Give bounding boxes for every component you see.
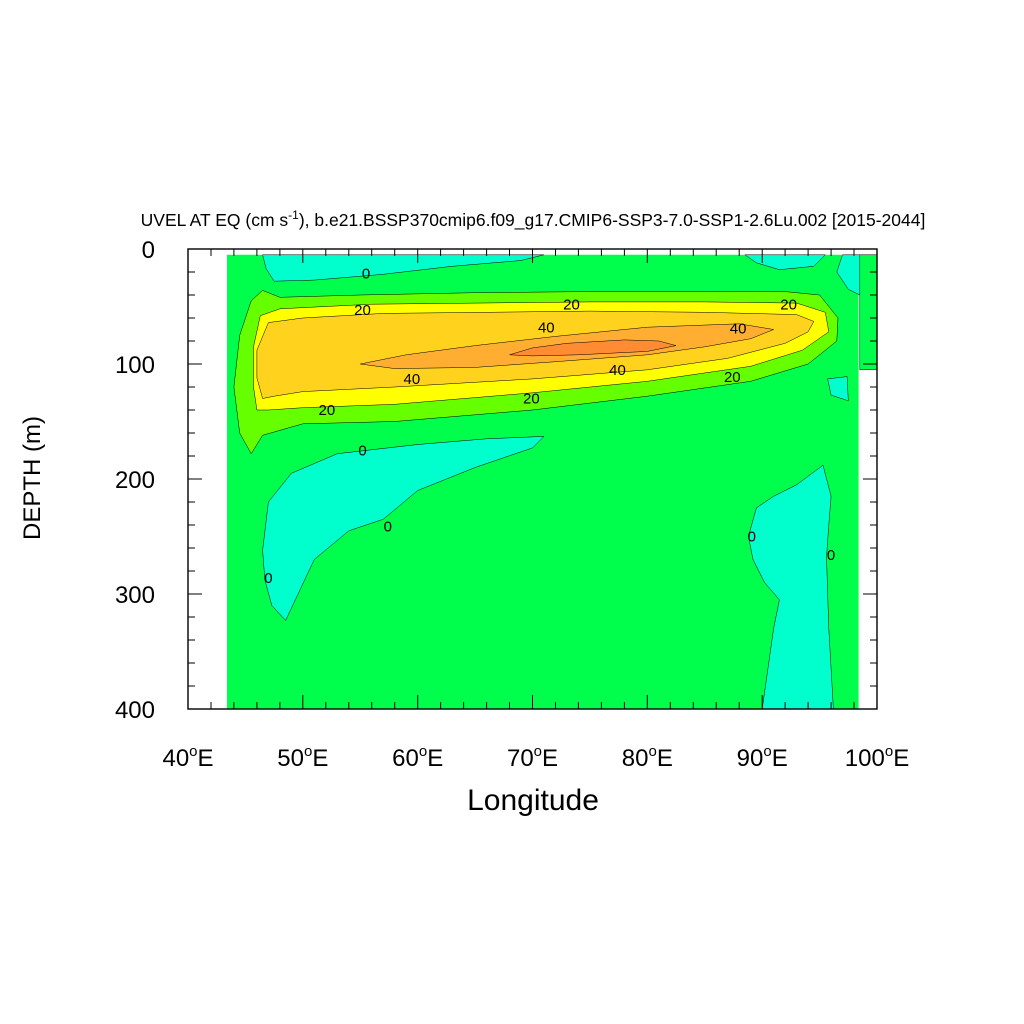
y-tick-label: 0: [142, 237, 155, 264]
contour-label: 40: [609, 362, 626, 379]
contour-label: 40: [730, 320, 747, 337]
x-tick-label: 60oE: [392, 743, 443, 772]
contour-label: 20: [319, 402, 336, 419]
contour-label: 0: [264, 570, 272, 587]
contour-label: 0: [748, 529, 756, 546]
x-tick-label: 100oE: [845, 743, 909, 772]
x-tick-label: 50oE: [277, 743, 328, 772]
y-tick-labels: 0 100 200 300 400: [115, 237, 155, 724]
x-tick-labels: 40oE 50oE 60oE 70oE 80oE 90oE 100oE: [162, 743, 909, 772]
contour-label: 0: [358, 442, 366, 459]
x-tick-label: 40oE: [162, 743, 213, 772]
x-tick-label: 70oE: [507, 743, 558, 772]
contour-label: 0: [827, 547, 835, 564]
x-tick-label: 90oE: [737, 743, 788, 772]
y-tick-label: 300: [115, 582, 155, 609]
contour-region-negative: [744, 254, 826, 270]
x-tick-label: 80oE: [622, 743, 673, 772]
axis-ticks: [187, 248, 878, 710]
contour-region-negative: [262, 254, 545, 282]
y-axis-title: DEPTH (m): [19, 416, 46, 540]
contour-fill-layer: [227, 254, 878, 710]
y-tick-label: 200: [115, 467, 155, 494]
y-tick-label: 400: [115, 697, 155, 724]
contour-region-negative: [262, 436, 545, 621]
contour-label: 20: [354, 302, 371, 319]
contour-region-negative: [827, 376, 849, 402]
title-superscript: -1: [288, 208, 299, 222]
contour-label: 40: [538, 319, 555, 336]
contour-label: 20: [724, 369, 741, 386]
contour-label: 20: [523, 391, 540, 408]
chart-title: UVEL AT EQ (cm s-1), b.e21.BSSP370cmip6.…: [141, 208, 926, 231]
contour-label-layer: 0 20 20 20 40 40 40 40 20 20 20 0 0 0 0 0: [264, 265, 835, 587]
x-axis-title: Longitude: [467, 784, 599, 817]
title-prefix: UVEL AT EQ (cm s: [141, 210, 289, 230]
contour-label: 40: [404, 371, 421, 388]
y-tick-label: 100: [115, 352, 155, 379]
contour-label: 0: [362, 265, 370, 282]
contour-region-negative: [748, 464, 834, 710]
contour-label: 0: [384, 518, 392, 535]
contour-region-50-plus: [509, 339, 677, 357]
contour-label: 20: [563, 296, 580, 313]
title-suffix: ), b.e21.BSSP370cmip6.f09_g17.CMIP6-SSP3…: [299, 210, 926, 231]
contour-label: 20: [780, 296, 797, 313]
